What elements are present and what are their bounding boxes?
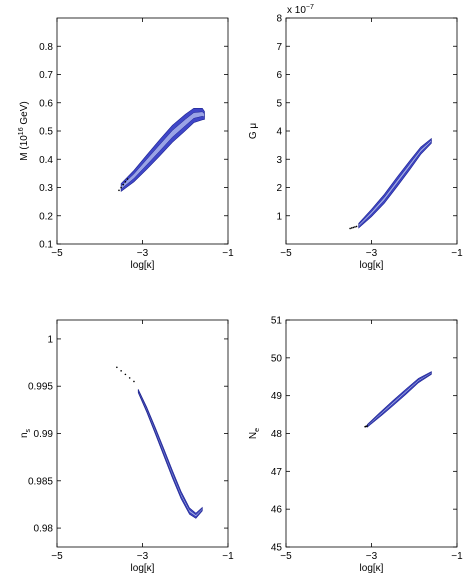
x-tick-label: −3 xyxy=(137,551,149,562)
tail-point xyxy=(349,227,351,230)
y-tick-label: 0.985 xyxy=(28,476,53,487)
y-tick-label: 0.7 xyxy=(39,70,53,81)
plot-frame xyxy=(285,319,458,548)
panel-bottom-right: −5 −3 −1 45 46 47 48 49 50 51 log[κ] Ne xyxy=(248,316,463,575)
inner-contour-region xyxy=(120,111,205,190)
y-tick-label: 0.98 xyxy=(34,524,54,535)
tail-point xyxy=(126,178,129,180)
tail-point xyxy=(120,186,122,189)
plot-frame xyxy=(56,17,229,245)
x-axis-label: log[κ] xyxy=(360,563,384,574)
x-tick-label: −5 xyxy=(51,248,63,259)
tail-point xyxy=(366,425,369,427)
panel-bottom-left: −5 −3 −1 0.98 0.985 0.99 0.995 1 log[κ] ns xyxy=(19,319,234,574)
y-tick-label: 0.99 xyxy=(34,429,54,440)
tail-point xyxy=(354,226,356,228)
x-tick-label: −1 xyxy=(222,248,234,259)
y-axis-label: M (1016 GeV) xyxy=(18,101,30,160)
y-tick-label: 4 xyxy=(276,127,282,138)
y-tick-label: 0.1 xyxy=(39,240,53,251)
x-axis-label: log[κ] xyxy=(131,260,155,271)
y-tick-label: 0.3 xyxy=(39,183,53,194)
y-tick-label: 51 xyxy=(271,316,283,327)
y-tick-label: 2 xyxy=(276,183,282,194)
inner-contour-region xyxy=(366,372,432,427)
panel-top-right: −5 −3 −1 1 2 3 4 5 6 7 8 log[κ] G μ x 10−7 xyxy=(248,4,463,271)
inner-contour-region xyxy=(137,390,203,518)
tail-point xyxy=(133,380,135,383)
tail-point xyxy=(120,370,122,372)
tail-point xyxy=(116,366,118,369)
y-tick-label: 0.6 xyxy=(39,98,53,109)
tail-point xyxy=(352,226,355,229)
outer-contour-region xyxy=(120,108,205,192)
tail-point xyxy=(124,373,127,376)
tail-point xyxy=(122,183,125,186)
y-tick-label: 0.4 xyxy=(39,155,53,166)
tail-point xyxy=(350,227,353,229)
x-tick-label: −3 xyxy=(366,551,378,562)
y-exponent-label: x 10−7 xyxy=(287,4,314,16)
y-axis-label: Ne xyxy=(248,428,261,439)
x-tick-label: −1 xyxy=(222,551,234,562)
x-tick-label: −3 xyxy=(366,248,378,259)
y-tick-label: 0.2 xyxy=(39,211,53,222)
y-tick-label: 3 xyxy=(276,155,282,166)
x-axis-label: log[κ] xyxy=(360,260,384,271)
outer-contour-region xyxy=(366,371,432,428)
x-axis-label: log[κ] xyxy=(131,563,155,574)
y-tick-label: 1 xyxy=(47,334,53,345)
x-tick-label: −1 xyxy=(451,551,463,562)
x-tick-label: −5 xyxy=(51,551,63,562)
x-tick-label: −3 xyxy=(137,248,149,259)
y-tick-label: 1 xyxy=(276,211,282,222)
tail-point xyxy=(128,377,131,379)
y-tick-label: 47 xyxy=(271,467,283,478)
y-tick-label: 0.8 xyxy=(39,42,53,53)
y-tick-label: 7 xyxy=(276,42,282,53)
x-tick-label: −1 xyxy=(451,248,463,259)
y-tick-label: 5 xyxy=(276,98,282,109)
y-axis-label: ns xyxy=(19,428,32,438)
y-tick-label: 8 xyxy=(276,14,282,25)
tail-point xyxy=(355,225,358,228)
outer-contour-region xyxy=(137,389,203,519)
y-tick-label: 46 xyxy=(271,505,283,516)
inner-contour-region xyxy=(358,139,432,228)
y-axis-label: G μ xyxy=(248,123,259,140)
tail-point xyxy=(118,189,120,192)
y-tick-label: 0.995 xyxy=(28,382,53,393)
y-tick-label: 49 xyxy=(271,391,283,402)
x-tick-label: −5 xyxy=(280,248,292,259)
panel-top-left: −5 −3 −1 0.1 0.2 0.3 0.4 0.5 0.6 0.7 0.8 log[κ] M (1… xyxy=(18,17,234,271)
tail-point xyxy=(124,181,127,183)
y-tick-label: 45 xyxy=(271,543,283,554)
x-tick-label: −5 xyxy=(280,551,292,562)
plot-frame xyxy=(56,319,229,548)
y-tick-label: 0.5 xyxy=(39,127,53,138)
y-tick-label: 48 xyxy=(271,429,283,440)
y-tick-label: 50 xyxy=(271,353,283,364)
y-tick-label: 6 xyxy=(276,70,282,81)
